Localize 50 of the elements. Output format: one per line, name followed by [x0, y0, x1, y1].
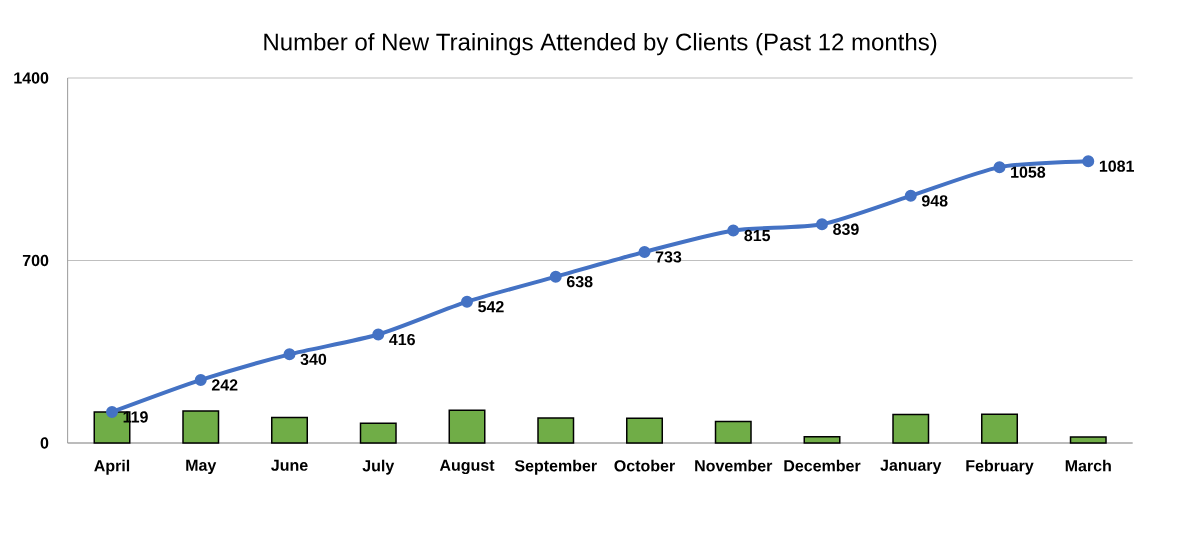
- bar: [182, 410, 220, 444]
- x-tick-label: July: [362, 459, 395, 475]
- bar: [359, 422, 397, 444]
- data-label: 416: [389, 333, 415, 346]
- x-tick-label: June: [271, 459, 308, 471]
- point: [283, 348, 296, 361]
- data-label: 948: [921, 195, 948, 207]
- data-label: 242: [211, 379, 238, 391]
- data-label: 1058: [1011, 166, 1046, 178]
- y-tick-label: 0: [40, 437, 49, 449]
- data-label: 733: [655, 251, 682, 263]
- x-tick-label: February: [966, 459, 1034, 475]
- point: [461, 295, 474, 308]
- x-tick-label: August: [439, 459, 495, 475]
- x-tick-label: January: [880, 459, 942, 475]
- point: [106, 405, 119, 418]
- bar: [626, 417, 664, 444]
- point: [993, 161, 1006, 174]
- data-label: 1081: [1099, 160, 1134, 172]
- data-label: 340: [300, 353, 327, 366]
- point: [549, 270, 562, 283]
- point: [1082, 155, 1095, 168]
- data-label: 815: [744, 229, 771, 242]
- data-label: 638: [566, 275, 593, 288]
- bar: [803, 435, 841, 444]
- chart-title: Number of New Trainings Attended by Clients (Past 12 months): [264, 32, 937, 56]
- bar: [448, 409, 486, 444]
- point: [816, 218, 829, 231]
- x-tick-label: September: [514, 459, 597, 475]
- y-tick-label: 700: [22, 254, 49, 267]
- bar: [714, 420, 752, 444]
- data-label: 542: [478, 301, 504, 313]
- bar: [271, 416, 309, 444]
- y-tick-label: 1400: [14, 72, 49, 84]
- point: [638, 245, 651, 258]
- x-tick-label: December: [784, 459, 861, 472]
- bar: [537, 417, 575, 444]
- point: [194, 373, 207, 386]
- point: [904, 189, 917, 202]
- bar: [981, 413, 1019, 444]
- x-tick-label: November: [695, 459, 773, 472]
- x-tick-label: May: [186, 459, 217, 475]
- bar: [1069, 436, 1107, 444]
- bar: [892, 413, 930, 444]
- x-tick-label: March: [1065, 459, 1111, 472]
- point: [372, 328, 385, 341]
- x-tick-label: April: [94, 459, 130, 475]
- point: [727, 224, 740, 237]
- x-tick-label: October: [614, 459, 675, 472]
- data-label: 839: [833, 223, 859, 235]
